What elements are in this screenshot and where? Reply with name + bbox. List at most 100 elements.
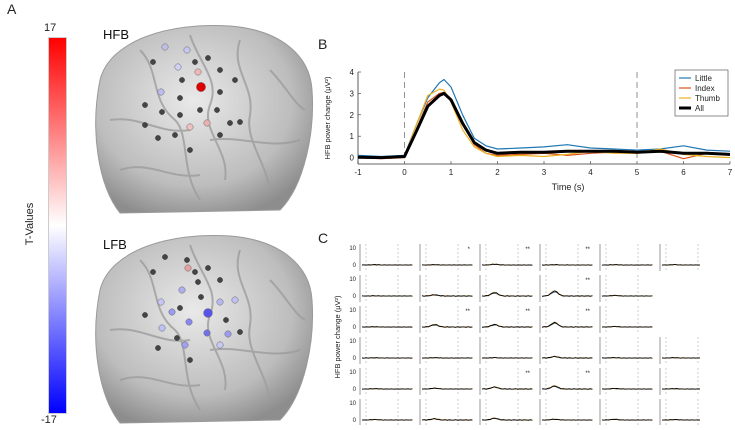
chart-c-trace: [541, 385, 593, 390]
lfb-electrode: [174, 335, 180, 341]
brain-lfb-surface: [95, 234, 313, 424]
chart-c-trace: [661, 263, 700, 266]
chart-c-significance: *: [468, 247, 471, 253]
hfb-electrode: [203, 119, 211, 127]
chart-b-xtick-label: 6: [681, 168, 686, 177]
chart-c-trace: [361, 326, 413, 328]
colorbar-max-label: 17: [44, 22, 57, 34]
chart-c-ytick-label: 10: [349, 339, 356, 345]
hfb-electrode: [177, 112, 183, 118]
chart-c-ytick-label: 10: [349, 370, 356, 376]
chart-c-significance: **: [465, 309, 470, 315]
chart-c-trace: [661, 388, 700, 390]
chart-b-xtick-label: 1: [449, 168, 454, 177]
chart-c-trace: [421, 294, 473, 297]
chart-b-xtick-label: 0: [402, 168, 407, 177]
chart-c-significance: **: [585, 278, 590, 284]
hfb-electrode: [205, 55, 211, 61]
lfb-electrode: [158, 324, 166, 332]
chart-c-significance: **: [585, 247, 590, 253]
colorbar-title: T-Values: [24, 202, 36, 246]
hfb-electrode: [157, 88, 165, 96]
colorbar: [48, 37, 67, 414]
lfb-electrode: [142, 312, 148, 318]
panel-label-a: A: [7, 1, 17, 17]
lfb-electrode: [168, 308, 176, 316]
chart-c-ytick-label: 0: [353, 356, 357, 362]
lfb-electrode: [231, 296, 239, 304]
lfb-electrode: [216, 298, 224, 306]
chart-c-trace: [601, 418, 653, 421]
hfb-electrode: [155, 135, 161, 141]
panel-label-b: B: [318, 36, 328, 52]
lfb-electrode: [217, 277, 223, 283]
chart-c-ytick-label: 10: [349, 401, 356, 407]
hfb-electrode: [217, 89, 223, 95]
chart-c-trace: [661, 419, 700, 421]
lfb-electrode: [177, 305, 183, 311]
chart-b-legend-label: Index: [695, 84, 715, 93]
brain-lfb-electrodes: [142, 254, 243, 363]
chart-b-xlabel: Time (s): [552, 182, 585, 192]
hfb-electrode: [142, 122, 148, 128]
hfb-electrode: [161, 43, 169, 51]
brain-hfb-label: HFB: [103, 27, 129, 42]
chart-c-trace: [421, 418, 473, 421]
chart-c-trace: [481, 417, 533, 421]
chart-c-trace: [421, 357, 473, 359]
chart-b-ytick-label: 3: [350, 89, 355, 98]
chart-c-significance: **: [585, 371, 590, 377]
lfb-electrode: [198, 294, 204, 300]
brain-hfb-surface: [95, 24, 313, 214]
lfb-electrode: [192, 269, 198, 275]
chart-b-ytick-label: 4: [350, 68, 355, 77]
lfb-electrode: [150, 269, 156, 275]
brain-hfb: HFB: [80, 10, 315, 220]
hfb-electrode: [172, 132, 178, 138]
chart-c-trace: [541, 290, 593, 297]
chart-b-legend-label: All: [695, 104, 704, 113]
hfb-electrode: [227, 120, 233, 126]
lfb-electrode: [195, 279, 201, 285]
chart-c-significance: **: [525, 247, 530, 253]
chart-c-trace: [481, 292, 533, 297]
chart-b-xtick-label: -1: [354, 168, 362, 177]
chart-c-ytick-label: 0: [353, 418, 357, 424]
chart-b-series-little: [357, 78, 731, 158]
chart-c-trace: [541, 418, 593, 421]
hfb-electrode: [194, 68, 202, 76]
chart-c-trace: [601, 294, 653, 297]
chart-c-trace: [361, 264, 413, 266]
chart-c-trace: [421, 264, 473, 266]
lfb-electrode: [237, 329, 243, 335]
hfb-electrode: [232, 77, 238, 83]
chart-c-trace: [481, 263, 533, 266]
hfb-electrode: [183, 46, 191, 54]
lfb-electrode: [216, 341, 224, 349]
hfb-electrode: [217, 67, 223, 73]
hfb-electrode: [174, 63, 182, 71]
hfb-electrode: [142, 102, 148, 108]
lfb-electrode: [203, 308, 213, 318]
hfb-electrode: [186, 123, 194, 131]
chart-b-xtick-label: 3: [542, 168, 547, 177]
hfb-electrode: [187, 147, 193, 153]
chart-c-trace: [361, 357, 413, 359]
chart-c-ytick-label: 0: [353, 294, 357, 300]
chart-c-trace: [481, 356, 533, 359]
hfb-electrode: [179, 77, 185, 83]
panel-label-c: C: [318, 230, 329, 246]
chart-c-trace: [541, 321, 593, 328]
chart-b-ytick-label: 1: [350, 132, 355, 141]
chart-b-ylabel: HFB power change (μV²): [323, 76, 332, 160]
chart-c-significance: **: [525, 371, 530, 377]
chart-c-trace: [361, 388, 413, 390]
chart-c-trace: [421, 324, 473, 328]
chart-b-legend-label: Thumb: [695, 94, 720, 103]
chart-c: HFB power change (μV²) 100* ** **100**100*…: [333, 244, 700, 425]
lfb-electrode: [205, 265, 211, 271]
chart-c-trace: [601, 357, 653, 359]
chart-c-ytick-label: 0: [353, 263, 357, 269]
chart-c-trace: [601, 325, 653, 328]
chart-c-trace: [601, 387, 653, 390]
